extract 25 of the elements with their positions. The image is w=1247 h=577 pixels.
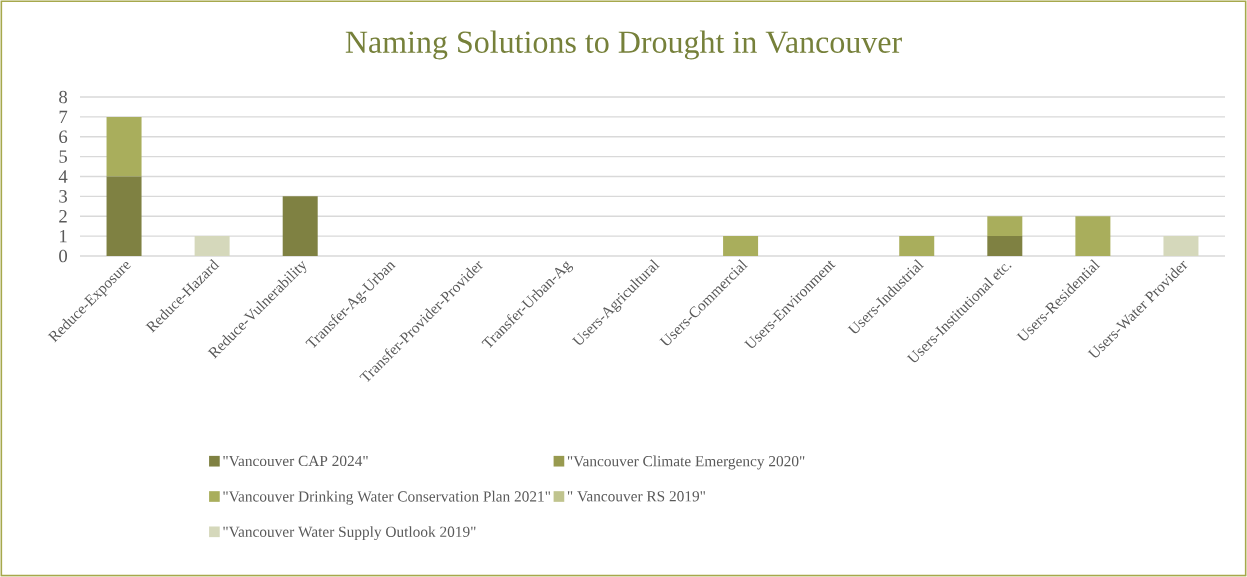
y-tick-label: 1: [60, 229, 67, 243]
y-tick-label: 0: [59, 249, 68, 263]
bar: [106, 176, 142, 256]
y-tick-label: 5: [59, 150, 68, 163]
chart-title: Naming Solutions to Drought in Vancouver: [345, 30, 902, 60]
y-tick-label: 6: [59, 130, 68, 144]
legend-label: "Vancouver Water Supply Outlook 2019": [223, 526, 476, 541]
legend-label: "Vancouver CAP 2024": [223, 455, 368, 467]
bar: [1163, 236, 1199, 256]
bar: [194, 236, 230, 256]
y-tick-label: 7: [59, 110, 68, 123]
bar: [1075, 216, 1111, 256]
bar: [282, 196, 318, 256]
legend-label: "Vancouver Drinking Water Conservation Plan 2021": [223, 490, 550, 505]
bar: [106, 116, 142, 177]
legend-label: "Vancouver Climate Emergency 2020": [567, 455, 805, 470]
bar: [723, 236, 759, 256]
y-tick-label: 8: [59, 90, 68, 104]
y-tick-label: 4: [58, 170, 68, 183]
legend-label: " Vancouver RS 2019": [567, 491, 705, 502]
bar: [987, 216, 1023, 237]
y-tick-label: 2: [59, 210, 67, 223]
bar: [987, 236, 1023, 256]
y-tick-label: 3: [59, 190, 68, 203]
bar: [899, 236, 935, 256]
